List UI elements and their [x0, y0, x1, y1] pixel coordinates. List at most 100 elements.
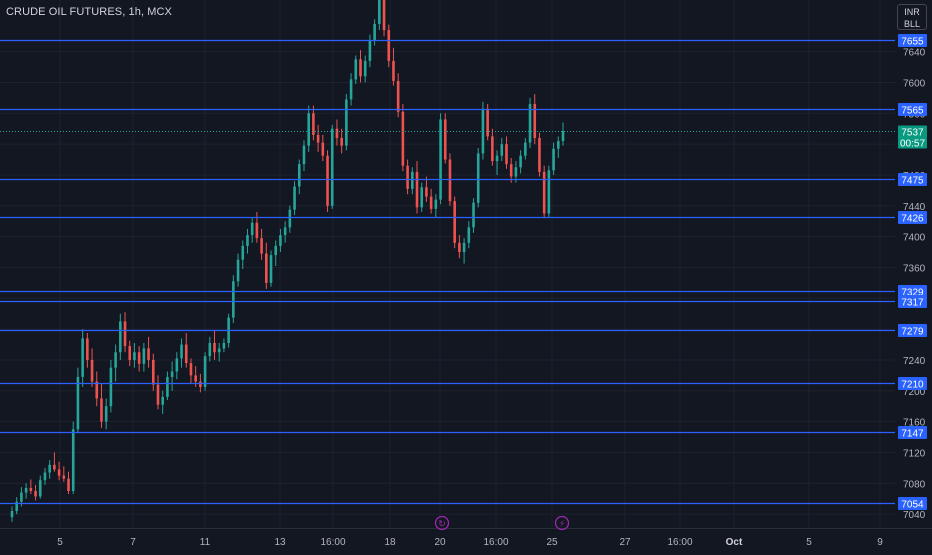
- candle-body: [71, 429, 75, 492]
- y-tick-label: 7040: [903, 510, 926, 521]
- y-tick-label: 7080: [903, 479, 926, 490]
- candle-body: [57, 469, 61, 476]
- chart-title: CRUDE OIL FUTURES, 1h, MCX: [6, 6, 172, 18]
- currency-unit-box[interactable]: INR BLL: [897, 4, 927, 30]
- candle-body: [481, 108, 485, 154]
- time-axis[interactable]: 5 7 11 13 16:00 18 20 16:00 25 27 16:00 Oct 5 9: [0, 528, 932, 549]
- candle-body: [359, 59, 362, 77]
- candle-body: [321, 142, 325, 156]
- candle-body: [34, 491, 37, 497]
- candle-body: [519, 155, 522, 168]
- dividends-icon[interactable]: ↻: [434, 515, 450, 531]
- candle-body: [128, 346, 132, 360]
- candle-body: [448, 159, 452, 202]
- candle-body: [203, 356, 207, 387]
- lightning-icon[interactable]: ⚡: [554, 515, 570, 531]
- lightning-icon-glyph: ⚡: [559, 519, 565, 529]
- x-tick-label: 25: [546, 537, 558, 548]
- candle-body: [151, 359, 155, 385]
- candle-body: [439, 119, 442, 200]
- x-tick-label: 13: [274, 537, 286, 548]
- candle-body: [411, 171, 414, 189]
- level-label: 7655: [901, 37, 924, 48]
- candle-body: [349, 79, 353, 100]
- dividends-icon-ring: [434, 515, 450, 531]
- event-icons[interactable]: ↻ ⚡: [434, 515, 570, 531]
- candle-body: [406, 165, 409, 189]
- candle-body: [476, 153, 480, 203]
- candle-body: [472, 202, 475, 228]
- price-axis[interactable]: 7040708071207160720072407280732073607400…: [898, 34, 927, 521]
- candle-body: [213, 343, 216, 353]
- level-label-bg: [898, 497, 927, 510]
- candle-body: [547, 170, 551, 214]
- y-tick-label: 7440: [903, 202, 926, 213]
- level-label: 7147: [901, 429, 924, 440]
- y-tick-label: 7240: [903, 356, 926, 367]
- x-tick-label: 16:00: [483, 537, 508, 548]
- candle-body: [48, 464, 51, 473]
- candle-body: [166, 376, 169, 397]
- candle-body: [142, 348, 146, 364]
- candle-body: [297, 164, 301, 187]
- candle-body: [246, 235, 249, 246]
- candle-body: [542, 171, 546, 214]
- candle-body: [556, 141, 560, 149]
- candle-body: [335, 128, 339, 138]
- x-tick-label: 18: [384, 537, 396, 548]
- candle-body: [307, 113, 310, 146]
- candle-body: [345, 99, 348, 146]
- candle-body: [184, 344, 188, 364]
- candle-body: [467, 227, 471, 243]
- candle-body: [38, 480, 42, 497]
- y-tick-label: 7400: [903, 233, 926, 244]
- level-label: 7317: [901, 298, 924, 309]
- candle-body: [194, 375, 197, 382]
- candle-body: [363, 60, 367, 77]
- candle-body: [500, 144, 504, 156]
- level-label-bg: [898, 173, 927, 186]
- horizontal-levels: [0, 39, 895, 505]
- current-price-value: 7537: [901, 128, 924, 139]
- unit-label: BLL: [903, 19, 920, 29]
- candle-body: [104, 406, 108, 422]
- currency-label: INR: [904, 7, 920, 17]
- candle-body: [514, 167, 518, 177]
- candle-body: [293, 186, 296, 210]
- candle-body: [53, 464, 56, 470]
- candle-body: [250, 222, 254, 236]
- candle-body: [76, 376, 80, 430]
- level-label: 7054: [901, 500, 924, 511]
- candle-body: [156, 384, 160, 405]
- candle-body: [199, 381, 202, 387]
- x-tick-label: 16:00: [667, 537, 692, 548]
- level-label-bg: [898, 285, 927, 298]
- candle-body: [265, 253, 268, 283]
- candle-body: [392, 60, 395, 81]
- candle-body: [316, 134, 320, 143]
- candle-body: [62, 475, 66, 479]
- candle-body: [232, 281, 235, 318]
- candle-body: [67, 478, 70, 492]
- current-price-badge: [898, 125, 927, 149]
- x-tick-label: 5: [806, 537, 812, 548]
- level-label-bg: [898, 103, 927, 116]
- candle-body: [109, 367, 113, 407]
- candle-body: [236, 259, 240, 282]
- dividends-icon-glyph: ↻: [438, 519, 446, 529]
- x-tick-label: Oct: [726, 537, 743, 548]
- candle-body: [137, 352, 141, 364]
- level-label-bg: [898, 295, 927, 308]
- candle-body: [260, 238, 263, 254]
- candle-body: [396, 80, 400, 112]
- x-tick-label: 11: [200, 537, 211, 548]
- candle-body: [175, 358, 179, 372]
- candle-body: [330, 128, 334, 206]
- candles: [10, 0, 565, 522]
- candle-body: [279, 235, 282, 246]
- lightning-icon-ring: [554, 515, 570, 531]
- candle-body: [491, 136, 494, 162]
- candle-body: [43, 472, 47, 481]
